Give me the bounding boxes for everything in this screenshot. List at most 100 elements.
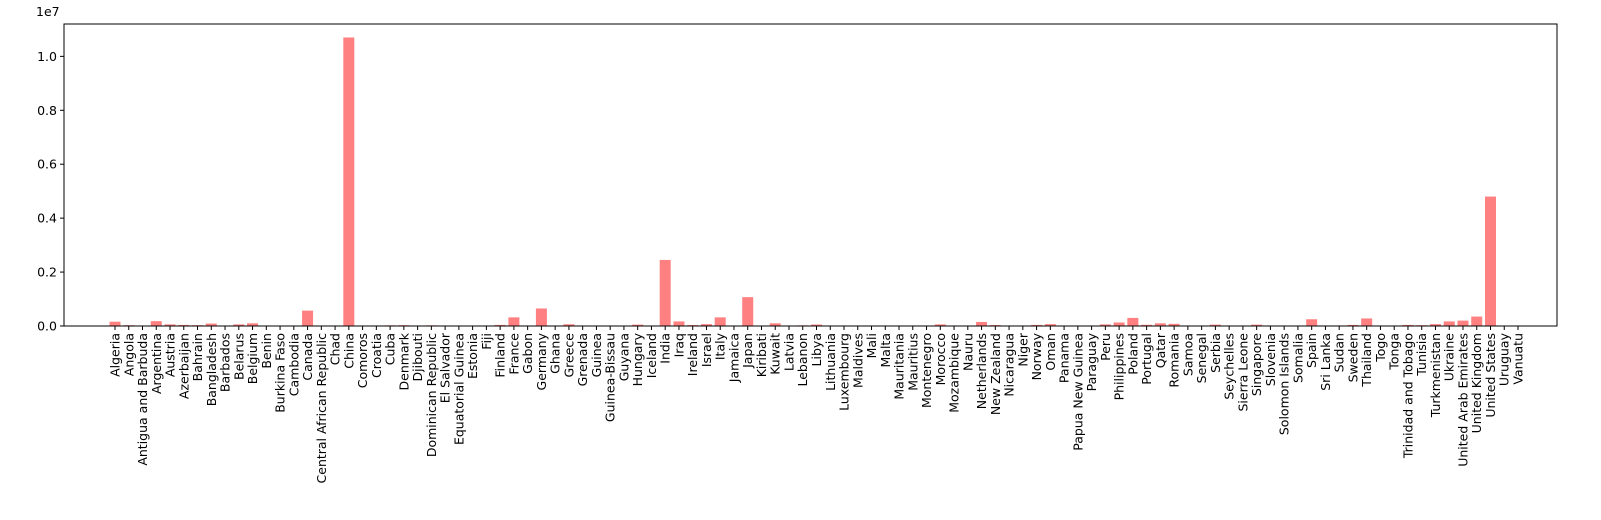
bar-japan <box>742 297 754 326</box>
x-tick-label: Algeria <box>108 333 123 377</box>
x-tick-label: Trinidad and Tobago <box>1400 333 1415 459</box>
x-tick-label: Barbados <box>218 333 233 392</box>
x-tick-label: India <box>658 333 673 364</box>
bar-sweden <box>1347 324 1359 326</box>
y-axis-multiplier-exponent: 7 <box>52 4 60 19</box>
x-tick-label: Poland <box>1125 333 1140 375</box>
x-tick-label: Antigua and Barbuda <box>135 333 150 466</box>
bar-philippines <box>1113 322 1125 326</box>
bar-netherlands <box>976 321 988 326</box>
x-tick-label: El Salvador <box>438 332 453 403</box>
x-tick-label: Portugal <box>1139 333 1154 385</box>
x-tick-label: Djibouti <box>410 333 425 381</box>
x-tick-label: Lithuania <box>823 333 838 391</box>
bar-spain <box>1306 319 1318 326</box>
bar-peru <box>1099 324 1111 326</box>
y-tick-label: 0.2 <box>37 265 57 280</box>
x-tick-label: Spain <box>1304 333 1319 368</box>
x-tick-label: Netherlands <box>974 333 989 409</box>
x-tick-label: Togo <box>1373 333 1388 363</box>
x-tick-label: China <box>341 333 356 369</box>
y-axis-multiplier-label: 1e7 <box>36 4 60 19</box>
x-tick-label: Ireland <box>685 333 700 376</box>
x-tick-label: Guinea-Bissau <box>603 333 618 422</box>
x-tick-label: Singapore <box>1249 333 1264 396</box>
x-tick-label: Equatorial Guinea <box>451 333 466 445</box>
bar-canada <box>302 310 314 326</box>
x-tick-label: Belgium <box>245 333 260 384</box>
x-tick-label: Sri Lanka <box>1318 333 1333 391</box>
x-tick-label: Belarus <box>231 333 246 380</box>
x-tick-label: Thailand <box>1359 333 1374 388</box>
x-tick-label: Niger <box>1015 332 1030 366</box>
x-tick-label: United Arab Emirates <box>1455 333 1470 467</box>
bar-china <box>343 37 355 326</box>
x-tick-label: Somalia <box>1290 333 1305 383</box>
x-tick-label: Samoa <box>1180 333 1195 376</box>
x-tick-label: Grenada <box>575 333 590 386</box>
bar-qatar <box>1154 323 1166 326</box>
bar-poland <box>1127 317 1139 326</box>
x-tick-label: Serbia <box>1208 333 1223 373</box>
x-tick-label: Papua New Guinea <box>1070 333 1085 451</box>
y-tick-label: 1.0 <box>37 49 57 64</box>
bar-portugal <box>1141 324 1153 326</box>
x-tick-label: Solomon Islands <box>1277 333 1292 435</box>
y-axis: 0.0 0.2 0.4 0.6 0.8 1.0 <box>37 49 64 334</box>
bar-austria <box>164 324 176 326</box>
x-tick-label: Ghana <box>548 333 563 374</box>
x-tick-label: Germany <box>534 332 549 390</box>
x-tick-label: Peru <box>1098 333 1113 361</box>
x-tick-label: New Zealand <box>988 333 1003 415</box>
x-tick-label: Slovenia <box>1263 333 1278 386</box>
bar-oman <box>1044 324 1056 326</box>
x-tick-label: Malta <box>878 333 893 367</box>
x-tick-label: Central African Republic <box>314 333 329 484</box>
x-tick-label: Mauritius <box>905 333 920 391</box>
x-tick-label: Philippines <box>1112 333 1127 400</box>
bar-united-kingdom <box>1471 316 1483 326</box>
x-tick-label: Canada <box>300 333 315 381</box>
bar-belgium <box>247 323 259 326</box>
x-tick-label: Sudan <box>1332 333 1347 372</box>
bar-norway <box>1031 324 1043 326</box>
x-tick-label: Burkina Faso <box>273 333 288 413</box>
x-tick-label: Libya <box>809 333 824 366</box>
x-tick-label: France <box>506 333 521 375</box>
bar-hungary <box>632 324 644 326</box>
y-tick-label: 0.0 <box>37 319 57 334</box>
x-tick-label: Denmark <box>396 332 411 390</box>
bar-italy <box>714 317 726 326</box>
x-tick-label: Paraguay <box>1084 332 1099 391</box>
bar-france <box>508 317 520 326</box>
x-tick-label: Japan <box>740 333 755 369</box>
x-tick-label: Cuba <box>383 333 398 365</box>
x-tick-label: Mauritania <box>892 333 907 400</box>
x-tick-label: Sweden <box>1345 333 1360 382</box>
x-tick-label: Bahrain <box>190 333 205 381</box>
x-tick-label: Romania <box>1167 333 1182 388</box>
x-tick-label: Kuwait <box>768 333 783 375</box>
x-tick-label: Latvia <box>781 333 796 371</box>
bar-greece <box>563 324 575 326</box>
bar-algeria <box>109 321 121 326</box>
x-tick-label: Oman <box>1043 333 1058 371</box>
bar-trinidad-and-tobago <box>1402 324 1414 326</box>
x-tick-label: Iraq <box>671 333 686 357</box>
x-tick-label: Italy <box>713 332 728 360</box>
x-tick-label: Tunisia <box>1414 333 1429 377</box>
x-tick-label: Tonga <box>1387 333 1402 371</box>
x-tick-label: Dominican Republic <box>424 333 439 457</box>
x-tick-label: Fiji <box>479 333 494 350</box>
x-tick-label: Mali <box>864 333 879 358</box>
x-tick-label: Senegal <box>1194 333 1209 383</box>
x-tick-label: Panama <box>1057 333 1072 383</box>
y-tick-label: 0.6 <box>37 157 57 172</box>
x-tick-label: United Kingdom <box>1469 333 1484 433</box>
x-tick-label: Turkmenistan <box>1428 333 1443 418</box>
x-tick-label: Sierra Leone <box>1235 333 1250 412</box>
bar-belarus <box>233 324 245 326</box>
x-tick-label: Iceland <box>644 333 659 378</box>
